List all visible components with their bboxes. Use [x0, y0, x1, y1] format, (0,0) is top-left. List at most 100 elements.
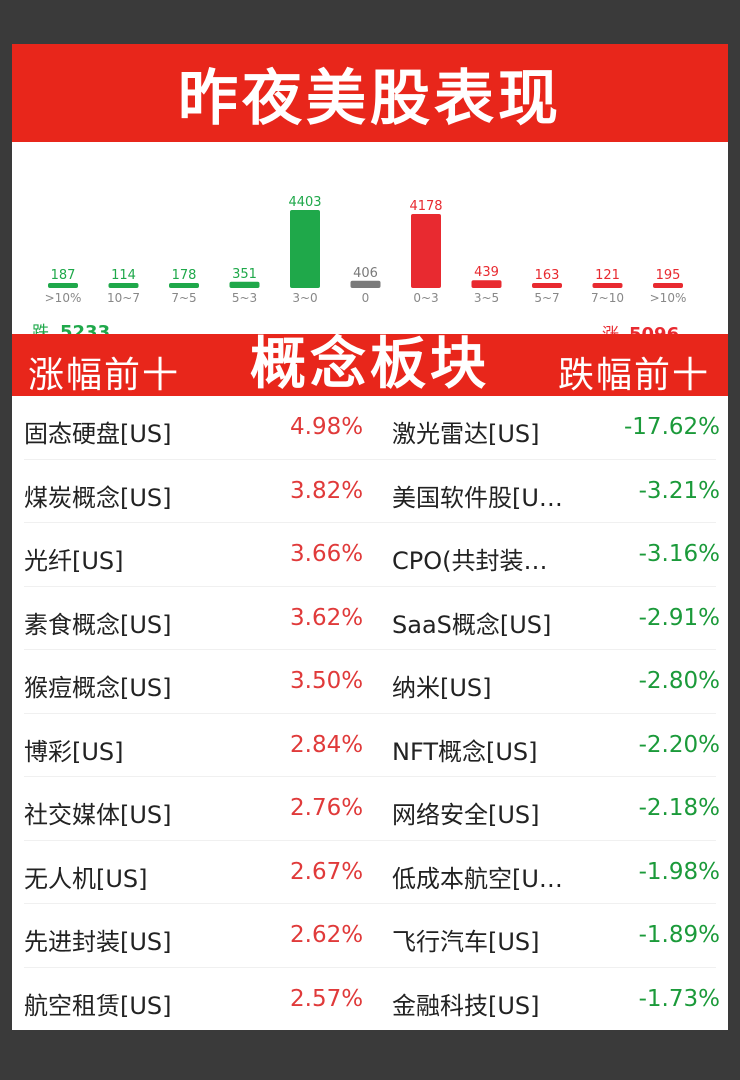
loser-name: NFT概念[US] — [392, 737, 538, 766]
loser-name: SaaS概念[US] — [392, 610, 552, 639]
bar-value-label: 406 — [353, 266, 378, 281]
bar-value-label: 121 — [595, 268, 620, 283]
loser-pct: -2.80% — [638, 668, 720, 694]
top-gainers-heading: 涨幅前十 — [28, 355, 181, 396]
bar — [471, 280, 502, 288]
gainer-name: 社交媒体[US] — [24, 801, 172, 829]
bar-value-label: 178 — [172, 268, 197, 283]
concept-section-header: 涨幅前十 概念板块 跌幅前十 — [12, 334, 728, 396]
gainer-name: 煤炭概念[US] — [24, 483, 172, 512]
bar — [169, 283, 199, 288]
category-label: 0 — [362, 291, 370, 305]
bar-value-label: 187 — [51, 268, 76, 283]
bar-value-label: 4403 — [288, 195, 321, 210]
table-row: 固态硬盘[US] 4.98% 激光雷达[US] -17.62% — [12, 396, 728, 460]
top-losers-heading: 跌幅前十 — [557, 355, 710, 396]
loser-name: 金融科技[US] — [392, 991, 540, 1020]
bar — [532, 283, 562, 288]
gainer-pct: 3.50% — [290, 668, 364, 694]
bar — [48, 283, 78, 288]
loser-pct: -3.21% — [638, 477, 720, 504]
row-divider — [24, 903, 716, 904]
table-row: 无人机[US] 2.67% 低成本航空[U… -1.98% — [12, 841, 728, 904]
row-divider — [24, 839, 716, 841]
gainer-name: 博彩[US] — [24, 737, 124, 766]
category-label: 3~5 — [474, 291, 499, 305]
table-row: 博彩[US] 2.84% NFT概念[US] -2.20% — [12, 714, 728, 777]
category-label: >10% — [650, 291, 687, 305]
gainer-name: 固态硬盘[US] — [24, 420, 172, 448]
gainer-pct: 2.62% — [290, 922, 364, 948]
loser-pct: -3.16% — [638, 541, 720, 567]
loser-pct: -17.62% — [624, 414, 720, 440]
bar-value-label: 439 — [474, 265, 499, 280]
bar-value-label: 114 — [111, 268, 136, 283]
concept-sector-heading: 概念板块 — [250, 332, 490, 397]
row-divider — [24, 522, 716, 523]
loser-pct: -1.89% — [638, 922, 720, 948]
row-divider — [24, 966, 716, 968]
bar — [411, 213, 441, 288]
page-title: 昨夜美股表现 — [178, 63, 562, 134]
bar — [290, 210, 320, 288]
gainer-pct: 3.66% — [290, 541, 364, 567]
bar-value-label: 195 — [656, 268, 681, 283]
title-banner: 昨夜美股表现 — [12, 44, 728, 142]
gainer-name: 光纤[US] — [24, 547, 124, 575]
row-divider — [24, 585, 716, 587]
category-label: 0~3 — [413, 291, 438, 305]
table-row: 素食概念[US] 3.62% SaaS概念[US] -2.91% — [12, 587, 728, 650]
gainer-pct: 2.76% — [290, 795, 364, 821]
loser-name: CPO(共封装… — [392, 547, 548, 575]
loser-name: 网络安全[US] — [392, 801, 540, 829]
bar-value-label: 163 — [535, 268, 560, 283]
gainer-pct: 4.98% — [290, 414, 364, 440]
market-summary-card: 昨夜美股表现 187 >10% 114 10~7 178 7~5 351 5~3 4403 3~0… — [12, 44, 728, 1030]
table-row: 先进封装[US] 2.62% 飞行汽车[US] -1.89% — [12, 904, 728, 968]
bar — [653, 283, 683, 288]
loser-pct: -2.18% — [638, 795, 720, 821]
gainer-name: 先进封装[US] — [24, 928, 172, 956]
table-row: 光纤[US] 3.66% CPO(共封装… -3.16% — [12, 523, 728, 587]
bar-value-label: 351 — [232, 267, 257, 282]
bar — [350, 280, 381, 288]
loser-pct: -1.73% — [638, 985, 720, 1012]
category-label: 5~7 — [534, 291, 559, 305]
bar-value-label: 4178 — [409, 199, 442, 214]
loser-name: 飞行汽车[US] — [392, 928, 540, 956]
bar — [592, 283, 623, 288]
loser-name: 激光雷达[US] — [392, 420, 540, 448]
category-label: 7~5 — [171, 291, 196, 305]
category-label: 10~7 — [107, 291, 140, 305]
bar — [229, 281, 260, 288]
category-label: >10% — [45, 291, 82, 305]
gainer-name: 猴痘概念[US] — [24, 674, 172, 702]
table-row: 航空租赁[US] 2.57% 金融科技[US] -1.73% — [12, 968, 728, 1031]
gainer-pct: 3.62% — [290, 604, 364, 631]
loser-name: 美国软件股[U… — [392, 483, 563, 512]
gainer-pct: 2.57% — [290, 985, 364, 1012]
gainer-pct: 2.67% — [290, 858, 364, 885]
row-divider — [24, 458, 716, 460]
table-row: 煤炭概念[US] 3.82% 美国软件股[U… -3.21% — [12, 460, 728, 523]
sector-table: 固态硬盘[US] 4.98% 激光雷达[US] -17.62% 煤炭概念[US] 3.82… — [12, 396, 728, 1030]
category-label: 3~0 — [292, 291, 317, 305]
row-divider — [24, 649, 716, 650]
category-label: 7~10 — [591, 291, 624, 305]
gainer-name: 素食概念[US] — [24, 610, 172, 639]
loser-pct: -2.20% — [638, 731, 720, 758]
loser-name: 低成本航空[U… — [392, 864, 563, 893]
gainer-pct: 2.84% — [290, 731, 364, 758]
category-label: 5~3 — [232, 291, 257, 305]
row-divider — [24, 712, 716, 714]
loser-name: 纳米[US] — [392, 674, 492, 702]
table-row: 社交媒体[US] 2.76% 网络安全[US] -2.18% — [12, 777, 728, 841]
gainer-pct: 3.82% — [290, 477, 364, 504]
loser-pct: -1.98% — [638, 858, 720, 885]
row-divider — [24, 776, 716, 777]
gainer-name: 无人机[US] — [24, 864, 148, 893]
gainer-name: 航空租赁[US] — [24, 991, 172, 1020]
loser-pct: -2.91% — [638, 604, 720, 631]
table-row: 猴痘概念[US] 3.50% 纳米[US] -2.80% — [12, 650, 728, 714]
bar — [108, 283, 139, 288]
